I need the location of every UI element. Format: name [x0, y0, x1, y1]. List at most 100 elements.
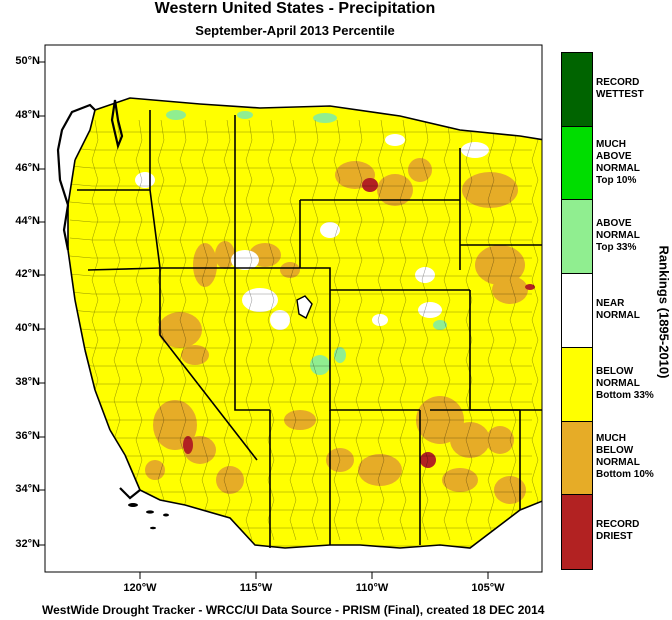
much-below-normal-area	[216, 466, 244, 494]
county-line	[69, 129, 532, 133]
legend-title: Rankings (1895-2010)	[656, 245, 672, 379]
near-normal-area	[270, 310, 290, 330]
latitude-label: 38°N	[15, 376, 40, 388]
county-line	[69, 237, 532, 241]
legend-label: RECORD WETTEST	[596, 77, 666, 101]
much-below-normal-area	[475, 245, 525, 285]
above-normal-area	[433, 320, 447, 330]
near-normal-area	[385, 134, 405, 146]
county-line	[69, 381, 532, 385]
much-below-normal-area	[358, 454, 402, 486]
map-subtitle: September-April 2013 Percentile	[195, 23, 395, 38]
legend-label-line: NORMAL	[596, 457, 640, 469]
much-below-normal-area	[408, 158, 432, 182]
near-normal-area	[415, 267, 435, 283]
map-title: Western United States - Precipitation	[154, 0, 436, 17]
record-driest-area	[362, 178, 378, 192]
legend-label-line: NORMAL	[596, 377, 640, 389]
near-normal-area	[418, 302, 442, 318]
county-line	[69, 201, 532, 205]
legend-label-line: NORMAL	[596, 230, 640, 242]
legend-label-line: MUCH	[596, 138, 626, 150]
near-normal-area	[135, 172, 155, 188]
county-line	[69, 273, 532, 277]
latitude-label: 36°N	[15, 430, 40, 442]
much-below-normal-area	[492, 276, 528, 304]
county-line	[69, 363, 532, 367]
legend-label-line: NORMAL	[596, 310, 640, 321]
latitude-label: 42°N	[15, 268, 40, 280]
legend-swatch	[562, 53, 592, 127]
county-line	[69, 399, 532, 403]
legend-label: MUCH ABOVE NORMAL Top 10%	[596, 139, 666, 187]
record-driest-area	[183, 436, 193, 454]
near-normal-area	[231, 250, 259, 270]
great-salt-lake	[296, 295, 313, 319]
legend-swatch	[562, 126, 592, 201]
legend-label: MUCH BELOW NORMAL Bottom 10%	[596, 433, 666, 481]
latitude-label: 44°N	[15, 215, 40, 227]
legend-label: NEAR NORMAL	[596, 298, 666, 322]
legend-label: RECORD DRIEST	[596, 519, 666, 543]
channel-islands	[128, 503, 169, 530]
county-line	[69, 219, 532, 223]
county-line	[69, 471, 532, 475]
county-line	[69, 147, 532, 151]
much-below-normal-area	[145, 460, 165, 480]
latitude-label: 48°N	[15, 109, 40, 121]
legend-label-line: WETTEST	[596, 88, 644, 100]
legend-label: ABOVE NORMAL Top 33%	[596, 218, 666, 254]
county-line	[69, 489, 532, 493]
much-below-normal-area	[280, 262, 300, 278]
longitude-label: 110°W	[355, 582, 389, 594]
legend-label-line: Top 33%	[596, 242, 637, 254]
legend-label-line: DRIEST	[596, 531, 633, 543]
legend-label-line: Top 10%	[596, 174, 637, 186]
legend-swatch	[562, 347, 592, 422]
near-normal-area	[372, 314, 388, 326]
near-normal-area	[242, 288, 278, 312]
legend-swatch	[562, 274, 592, 348]
county-line	[69, 327, 532, 331]
much-below-normal-area	[462, 172, 518, 208]
latitude-label: 50°N	[15, 55, 40, 67]
county-line	[69, 255, 532, 259]
county-line	[69, 453, 532, 457]
longitude-label: 120°W	[123, 582, 157, 594]
legend-swatch	[562, 200, 592, 275]
much-below-normal-area	[377, 174, 413, 206]
latitude-label: 34°N	[15, 483, 40, 495]
longitude-label: 115°W	[239, 582, 273, 594]
much-below-normal-area	[486, 426, 514, 454]
state-borders	[67, 97, 542, 549]
legend-label-line: MUCH	[596, 433, 626, 445]
legend-label-line: ABOVE	[596, 150, 632, 162]
footer-credit: WestWide Drought Tracker - WRCC/UI Data …	[42, 603, 545, 617]
legend-label-line: Bottom 10%	[596, 469, 654, 481]
much-below-normal-area	[442, 468, 478, 492]
legend-label: BELOW NORMAL Bottom 33%	[596, 366, 666, 402]
much-below-normal-area	[450, 422, 490, 458]
county-line	[69, 183, 532, 187]
county-line	[69, 345, 532, 349]
latitude-label: 32°N	[15, 538, 40, 550]
legend-label-line: NEAR	[596, 298, 625, 309]
above-normal-area	[313, 113, 337, 123]
legend-label-line: NORMAL	[596, 162, 640, 174]
legend-label-line: ABOVE	[596, 218, 632, 230]
county-line	[69, 435, 532, 439]
above-normal-area	[237, 111, 253, 119]
legend-label-line: RECORD	[596, 76, 640, 88]
coastline	[56, 99, 141, 500]
county-line	[69, 417, 532, 421]
legend-colorbar	[561, 52, 593, 570]
legend-label-line: RECORD	[596, 519, 640, 531]
near-normal-area	[320, 222, 340, 238]
above-normal-area	[166, 110, 186, 120]
longitude-label: 105°W	[471, 582, 505, 594]
county-line	[69, 291, 532, 295]
record-driest-area	[525, 284, 535, 290]
county-line	[531, 119, 539, 541]
county-line	[69, 165, 532, 169]
